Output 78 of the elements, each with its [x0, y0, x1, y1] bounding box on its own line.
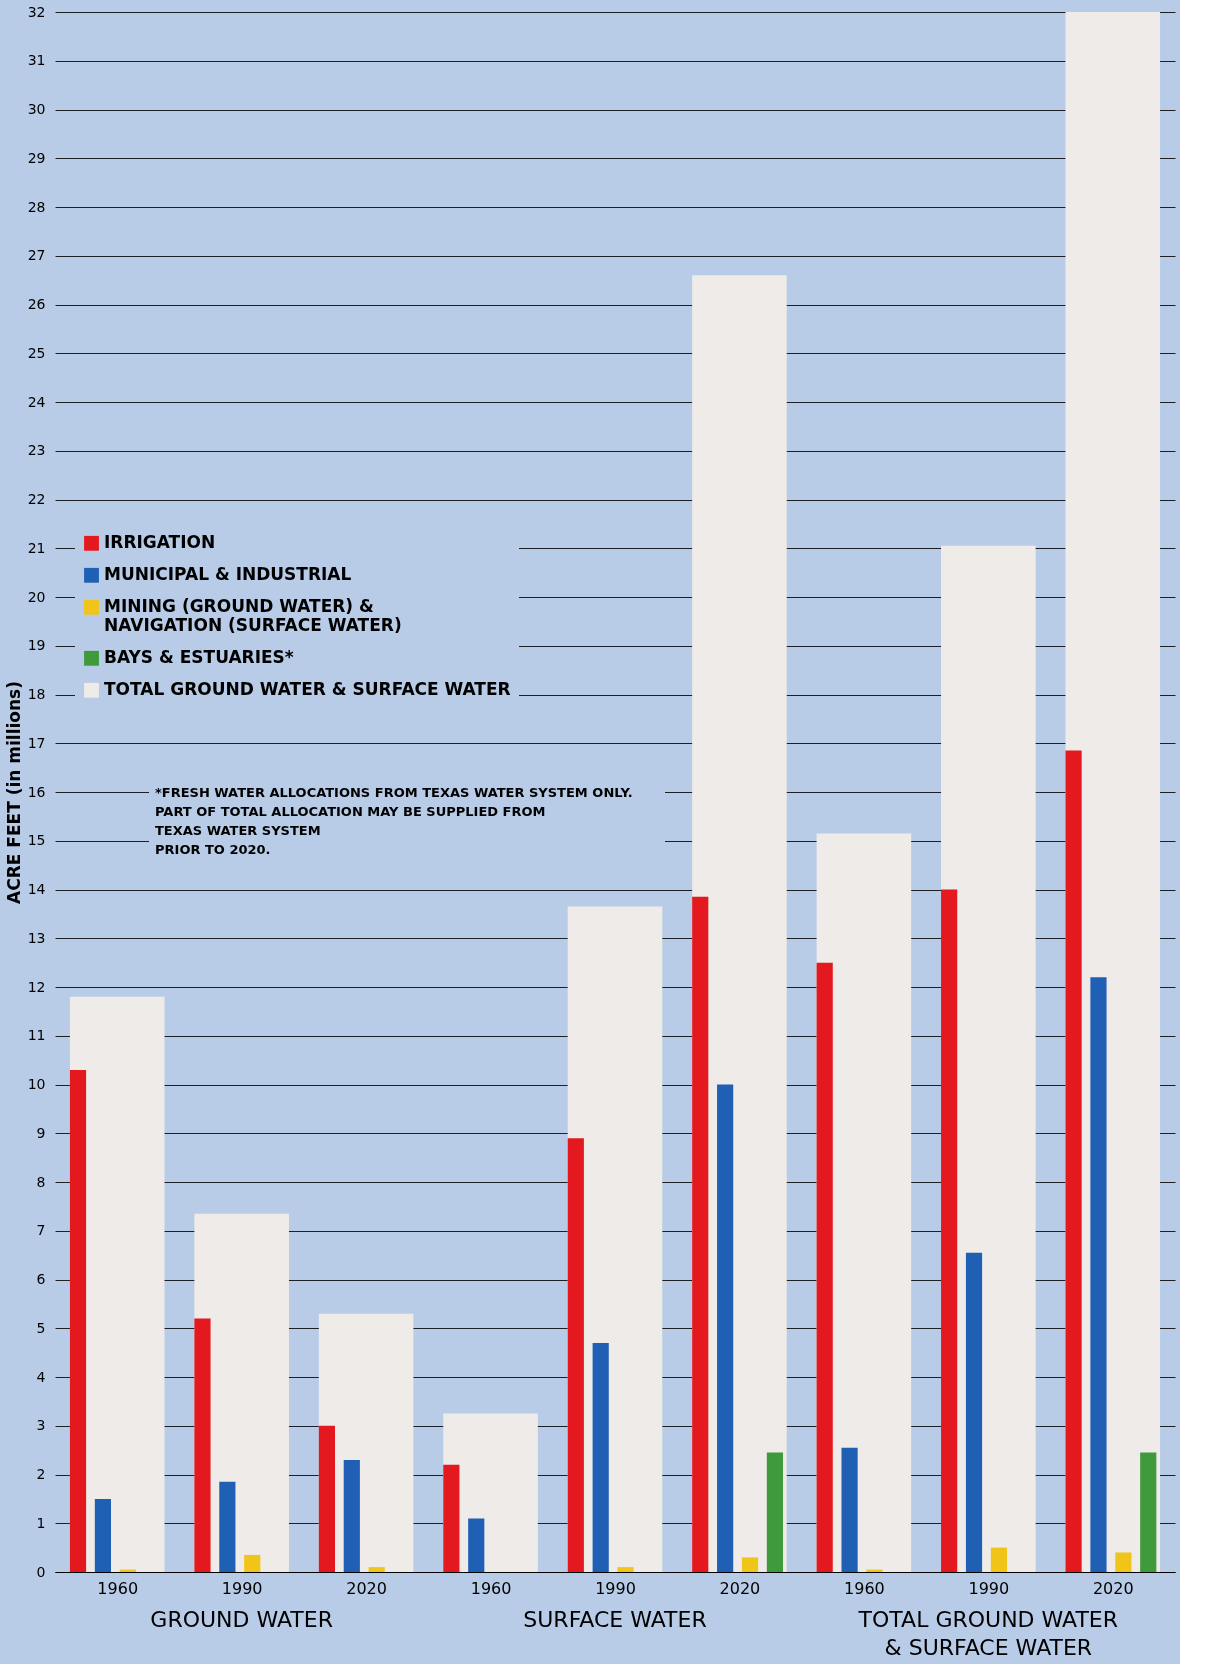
y-tick-label: 11 — [27, 1027, 46, 1044]
y-tick-label: 25 — [27, 344, 46, 361]
y-tick-label: 26 — [27, 296, 46, 312]
x-tick-label: 1990 — [595, 1578, 636, 1598]
bar — [443, 1464, 460, 1572]
bar — [816, 962, 833, 1572]
x-tick-label: 1960 — [470, 1578, 512, 1598]
y-tick-label: 20 — [27, 588, 46, 605]
annotation: *FRESH WATER ALLOCATIONS FROM TEXAS WATER SYSTEM ONLY. PART OF TOTAL ALLOCATION MAY BE SUPPLIED FROM TEXAS WATER SYSTEM PRIOR TO 2020. — [155, 784, 633, 857]
y-tick-label: 29 — [27, 149, 46, 166]
x-tick-label: 2020 — [719, 1578, 761, 1598]
text: GROUND WATER — [150, 1607, 333, 1632]
bar — [1090, 977, 1107, 1572]
bar — [741, 1557, 759, 1572]
bar — [468, 1518, 485, 1572]
y-tick-label: 8 — [36, 1173, 46, 1190]
x-tick-label: 1990 — [968, 1578, 1010, 1598]
bar — [343, 1459, 360, 1572]
bar — [990, 1547, 1007, 1572]
y-tick-label: 31 — [27, 52, 46, 69]
y-tick-label: 27 — [27, 247, 46, 264]
y-tick-label: 23 — [27, 442, 46, 459]
bar — [841, 1447, 858, 1572]
y-tick-label: 14 — [27, 881, 46, 897]
bar — [567, 1138, 584, 1572]
y-tick-label: 9 — [36, 1124, 46, 1141]
y-tick-label: 18 — [27, 686, 46, 702]
bar — [1065, 750, 1082, 1572]
y-tick-label: 21 — [27, 539, 46, 556]
legend-label: MINING (GROUND WATER) & NAVIGATION (SURFACE WATER) — [104, 596, 402, 636]
text: TOTAL GROUND WATER & SURFACE WATER — [857, 1607, 1119, 1660]
bar — [766, 1452, 783, 1572]
y-tick-label: 16 — [27, 783, 46, 800]
y-tick-label: 30 — [27, 101, 46, 117]
y-tick-label: 17 — [27, 734, 46, 751]
bar — [318, 1425, 335, 1572]
y-tick-label: 12 — [27, 978, 46, 995]
bar — [617, 1567, 634, 1572]
x-tick-label: 2020 — [346, 1578, 387, 1598]
y-tick-label: 19 — [27, 637, 46, 654]
y-tick-label: 5 — [36, 1319, 46, 1336]
x-tick-label: 2020 — [1092, 1578, 1134, 1598]
y-tick-label: 2 — [36, 1466, 46, 1482]
y-tick-label: 6 — [36, 1271, 46, 1287]
bar — [592, 1342, 609, 1572]
y-tick-label: 22 — [27, 491, 46, 507]
bar — [94, 1498, 111, 1572]
y-tick-label: 28 — [27, 198, 46, 215]
bar — [692, 896, 709, 1572]
y-tick-label: 3 — [36, 1417, 46, 1434]
bar — [244, 1554, 261, 1572]
x-tick-label: 1960 — [844, 1578, 885, 1598]
bar — [368, 1567, 385, 1572]
bar — [194, 1318, 211, 1572]
y-tick-label: 13 — [27, 929, 46, 946]
bar — [965, 1252, 983, 1572]
legend-label: BAYS & ESTUARIES* — [104, 647, 294, 668]
bar — [941, 889, 958, 1572]
y-tick-label: 10 — [27, 1076, 46, 1092]
bar — [1140, 1452, 1157, 1572]
y-tick-label: 32 — [27, 3, 46, 20]
y-tick-label: 4 — [36, 1368, 46, 1385]
legend-label: MUNICIPAL & INDUSTRIAL — [104, 564, 352, 585]
y-tick-label: 7 — [36, 1222, 46, 1239]
x-tick-label: 1990 — [221, 1578, 263, 1598]
bar — [717, 1084, 734, 1572]
bar — [1115, 1552, 1132, 1572]
text: SURFACE WATER — [523, 1607, 707, 1632]
x-tick-label: 1960 — [97, 1578, 139, 1598]
y-tick-label: 24 — [27, 393, 46, 410]
bar — [69, 1069, 87, 1572]
legend-label: IRRIGATION — [104, 532, 216, 553]
y-tick-label: 0 — [36, 1563, 46, 1580]
bar — [219, 1481, 236, 1572]
legend-label: TOTAL GROUND WATER & SURFACE WATER — [104, 679, 511, 700]
y-tick-label: 1 — [36, 1514, 46, 1531]
y-tick-label: 15 — [27, 832, 46, 849]
y-axis-title: ACRE FEET (in millions) — [3, 681, 24, 904]
